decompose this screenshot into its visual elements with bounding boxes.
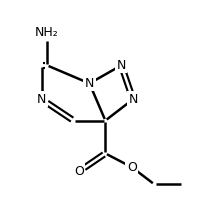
- Text: N: N: [128, 93, 138, 106]
- Text: O: O: [127, 161, 137, 174]
- Text: NH₂: NH₂: [35, 26, 59, 39]
- Text: O: O: [74, 165, 84, 178]
- Text: N: N: [37, 93, 46, 106]
- Text: N: N: [85, 77, 94, 90]
- Text: N: N: [117, 59, 126, 72]
